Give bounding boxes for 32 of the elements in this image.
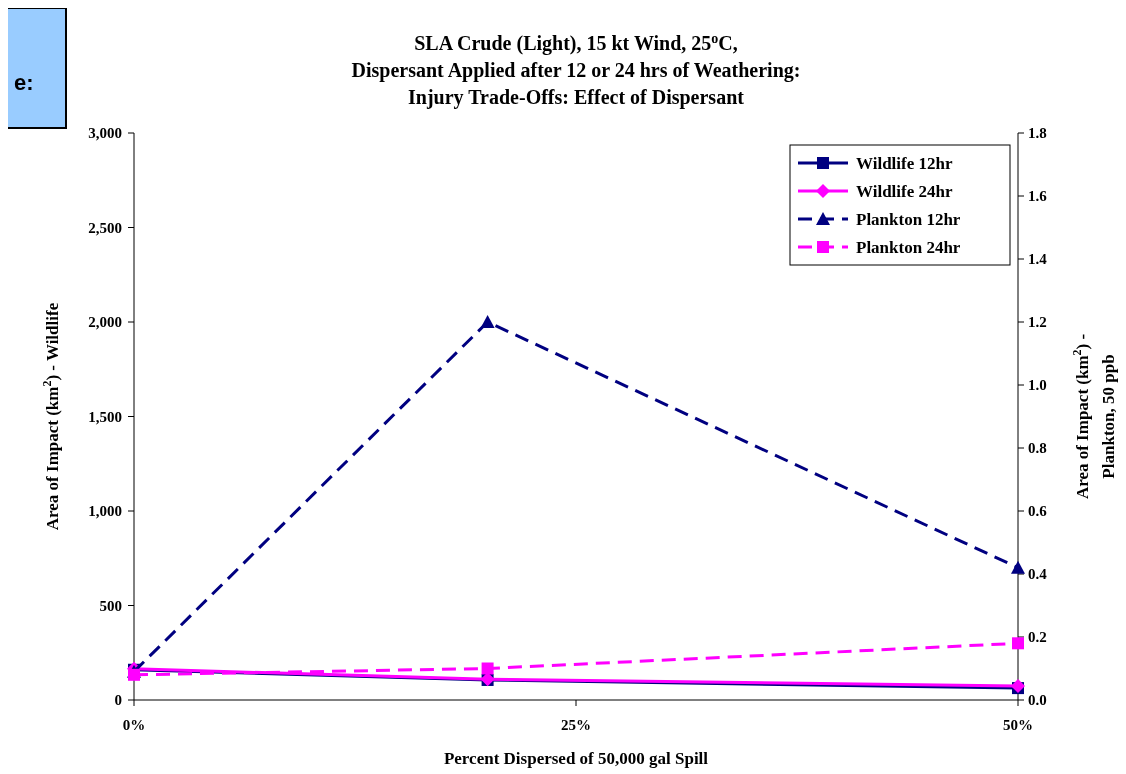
y2-tick-label: 1.0 [1028, 377, 1047, 393]
legend-label: Wildlife 12hr [856, 154, 953, 173]
y2-tick-label: 0.2 [1028, 629, 1047, 645]
y-tick-label: 1,500 [88, 408, 122, 425]
y2-tick-label: 0.4 [1028, 566, 1048, 582]
y2-tick-label: 0.8 [1028, 440, 1047, 456]
y2-tick-label: 1.4 [1028, 251, 1048, 267]
y-tick-label: 1,000 [88, 503, 122, 519]
y-tick-label: 2,500 [88, 219, 122, 236]
point [128, 668, 140, 681]
y2-tick-label: 1.8 [1028, 125, 1047, 141]
y2-tick-label: 0.0 [1028, 692, 1047, 708]
x-tick-label: 0% [122, 717, 146, 733]
y-tick-label: 3,000 [88, 125, 122, 141]
point [480, 315, 495, 328]
x-axis-title: Percent Dispersed of 50,000 gal Spill [443, 749, 709, 768]
legend-label: Wildlife 24hr [856, 182, 953, 201]
x-tick-label: 50% [1003, 717, 1033, 733]
y2-tick-label: 1.2 [1028, 314, 1047, 330]
point [1012, 637, 1024, 650]
note-box: e: [8, 8, 67, 129]
y2-tick-label: 1.6 [1028, 188, 1048, 204]
y2-tick-label: 0.6 [1028, 503, 1048, 519]
y-tick-label: 2,000 [88, 314, 122, 330]
legend-label: Plankton 12hr [856, 210, 961, 229]
chart-title: SLA Crude (Light), 15 kt Wind, 25$^{o}$C, Dispersant Applied after 12 or 24 hrs of Weathering: Injury Trade-Offs: Effect of Dispersant [351, 30, 801, 109]
y-tick-label: 0 [114, 692, 122, 708]
y-tick-label: 500 [99, 597, 122, 614]
point [481, 662, 494, 675]
x-tick-label: 25% [561, 717, 591, 733]
point [1011, 560, 1025, 574]
legend-label: Plankton 24hr [856, 238, 961, 257]
